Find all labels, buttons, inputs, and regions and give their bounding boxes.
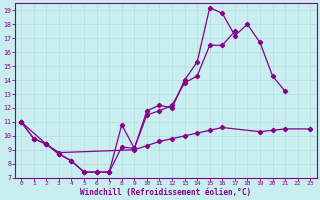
X-axis label: Windchill (Refroidissement éolien,°C): Windchill (Refroidissement éolien,°C) [80,188,251,197]
